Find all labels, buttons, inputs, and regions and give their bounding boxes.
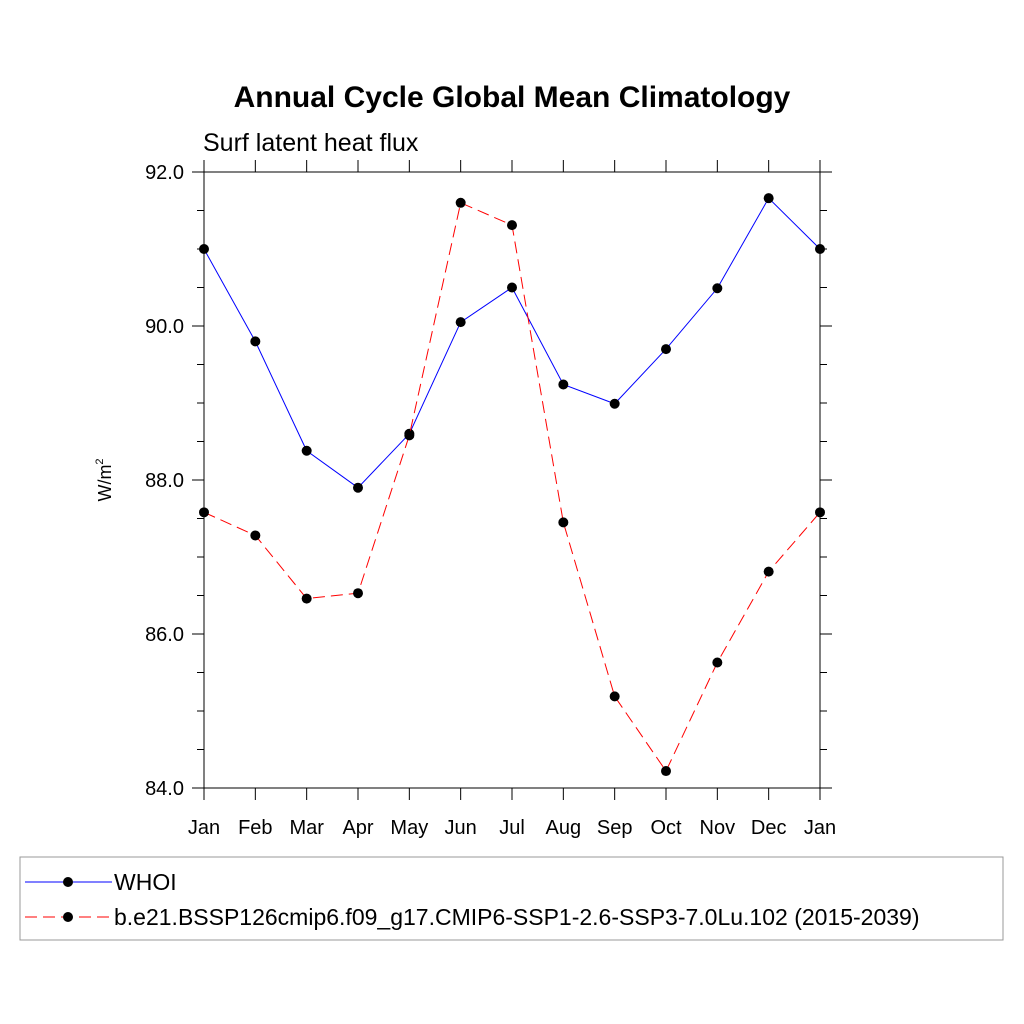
x-tick-label: Jan [188,817,220,839]
series-0-point [558,379,569,390]
x-tick-label: Jul [499,817,525,839]
series-1-point [404,430,415,441]
series-0-point [609,398,620,409]
series-0-point [301,445,312,456]
y-axis: 84.0 86.0 88.0 90.0 92.0 [145,162,832,800]
x-tick-label: Apr [342,817,373,839]
series-1-point [712,657,723,668]
x-tick-label: Dec [751,817,787,839]
x-tick-label: Jun [445,817,477,839]
series-0-point [661,344,671,355]
series-0-point [507,282,517,293]
legend: WHOI b.e21.BSSP126cmip6.f09_g17.CMIP6-SSP… [25,869,920,930]
x-tick-label: Jan [804,817,836,839]
x-tick-label: Aug [546,817,582,839]
series-0-point [250,336,261,347]
y-tick-label: 84.0 [145,778,184,800]
series-1-point [250,530,261,541]
series-0-point [763,193,774,204]
x-tick-label: Feb [238,817,272,839]
legend-label-1: b.e21.BSSP126cmip6.f09_g17.CMIP6-SSP1-2.… [114,904,920,930]
y-axis-label: W/m2 [94,458,115,501]
chart-subtitle: Surf latent heat flux [203,129,419,157]
plot-frame [203,171,821,789]
x-tick-label: May [390,817,428,839]
series-1-point [815,507,825,518]
x-tick-label: Nov [700,817,736,839]
series-1-point [301,593,312,604]
x-tick-label: Sep [597,817,633,839]
series-1-point [558,517,569,528]
x-tick-label: Oct [650,817,682,839]
series-0-point [455,317,466,328]
series-1-point [763,566,774,577]
series-1-point [455,197,466,208]
series-1-point [353,588,363,599]
series-1-point [661,766,671,777]
series-1-point [199,507,209,518]
y-tick-label: 86.0 [145,624,184,646]
y-tick-label: 90.0 [145,316,184,338]
series-layer [199,193,825,777]
series-line-0 [203,197,821,489]
legend-label-0: WHOI [114,869,177,895]
chart-title: Annual Cycle Global Mean Climatology [234,81,791,114]
series-0-point [712,283,723,294]
series-0-point [199,244,209,254]
series-1-point [507,220,517,231]
series-0-point [815,244,825,254]
x-axis: Jan Feb Mar Apr May Jun Jul Aug Sep Oct Nov Dec Jan [188,160,836,839]
legend-box [19,856,1004,941]
series-0-point [353,482,363,493]
series-1-point [609,691,620,702]
legend-marker-0 [63,877,73,887]
y-tick-label: 88.0 [145,470,184,492]
y-axis-label-superscript: 2 [94,458,106,464]
legend-marker-1 [63,912,73,922]
x-tick-label: Mar [289,817,324,839]
y-tick-label: 92.0 [145,162,184,184]
